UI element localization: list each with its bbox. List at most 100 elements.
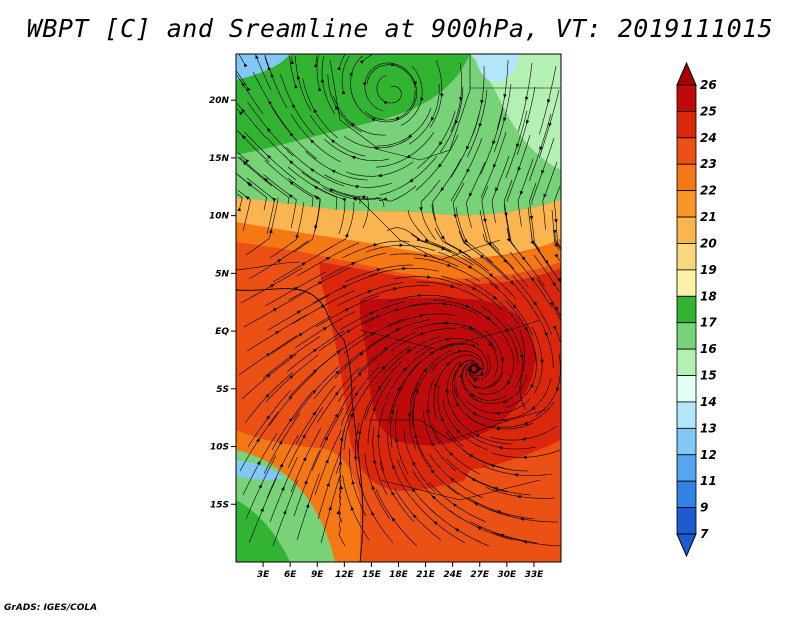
streamline-arrow (331, 169, 336, 174)
streamline-arrow (480, 99, 484, 105)
lat-tick-label: 5N (215, 269, 229, 279)
streamline-arrow (382, 197, 388, 201)
streamline-arrow (370, 332, 375, 337)
streamline (236, 74, 264, 115)
streamline-arrow (552, 325, 557, 330)
streamline-arrow (431, 495, 436, 500)
streamline-arrow (486, 316, 491, 321)
streamline-arrow (275, 330, 280, 335)
streamline-arrow (471, 343, 476, 348)
streamline-arrow (383, 100, 388, 105)
streamline-arrow (409, 178, 414, 183)
streamline-arrow (313, 63, 318, 68)
streamline (236, 70, 248, 88)
streamline-arrow (367, 289, 372, 294)
streamline-arrow (290, 60, 295, 65)
streamline-arrow (326, 482, 330, 487)
streamline-arrow (493, 487, 498, 491)
streamline (289, 55, 296, 85)
streamline-arrow (407, 349, 412, 354)
border-line-7 (379, 479, 541, 501)
streamline-arrow (241, 135, 246, 140)
field-yellow-band (236, 198, 561, 259)
streamline-arrow (423, 253, 429, 258)
streamline-arrow (341, 90, 346, 95)
lon-tick-label: 12E (335, 570, 355, 580)
streamline-arrow (353, 454, 358, 459)
streamline-arrow (445, 337, 450, 342)
lon-tick-label: 27E (470, 570, 490, 580)
colorbar-swatch (676, 216, 697, 244)
streamline-arrow (522, 540, 528, 544)
streamline-arrow (533, 301, 537, 307)
streamline-arrow (504, 212, 508, 217)
streamline-arrow (530, 277, 535, 282)
streamline-arrow (483, 218, 487, 223)
streamline-arrow (349, 412, 354, 418)
streamline-arrow (475, 434, 480, 438)
streamline-arrow (423, 368, 428, 373)
streamline-arrow (344, 232, 349, 238)
streamline-arrow (495, 411, 500, 416)
colorbar-swatch (676, 295, 697, 324)
streamline-arrow (453, 214, 457, 219)
streamline-arrow (239, 111, 243, 116)
streamline-arrow (341, 198, 347, 202)
streamline-arrow (457, 349, 462, 354)
colorbar-swatch (676, 322, 697, 350)
streamline-arrow (245, 159, 250, 164)
streamline-arrow (377, 173, 382, 178)
streamline-arrow (503, 117, 507, 122)
streamline-arrow (270, 73, 275, 78)
streamline-arrow (504, 328, 509, 333)
streamline-arrow (313, 186, 319, 190)
streamline (255, 54, 272, 91)
border-line-1 (236, 261, 301, 271)
streamline-arrow (414, 433, 418, 439)
streamline-arrow (441, 246, 446, 250)
streamline-arrow (471, 478, 476, 482)
streamline-arrow (479, 372, 484, 376)
streamline-arrow (272, 197, 277, 202)
colorbar-label: 19 (700, 263, 717, 277)
colorbar-swatch (676, 348, 697, 376)
colorbar-label: 25 (700, 104, 717, 118)
streamline-arrow (335, 105, 339, 110)
streamline-arrow (420, 97, 424, 102)
streamline-arrow (552, 229, 557, 234)
streamline (238, 54, 245, 64)
streamline-arrow (456, 429, 461, 434)
streamline-arrow (241, 82, 246, 87)
streamline (557, 257, 560, 261)
streamline-arrow (266, 353, 271, 357)
streamline-arrow (456, 401, 460, 407)
streamline (338, 479, 346, 547)
lon-tick-label: 6E (284, 570, 297, 580)
streamline-arrow (246, 181, 251, 186)
streamline-arrow (440, 187, 445, 192)
streamline-arrow (373, 146, 378, 150)
streamline-arrow (320, 78, 325, 83)
streamline-arrow (529, 215, 534, 221)
streamline-arrow (336, 350, 341, 355)
streamline-arrow (336, 510, 340, 515)
streamline-arrow (304, 479, 308, 485)
streamline-arrow (283, 509, 287, 515)
streamline (264, 56, 269, 67)
streamline-arrow (256, 460, 261, 466)
streamline-arrow (418, 293, 423, 298)
streamline-arrow (458, 363, 463, 368)
streamline-arrow (472, 412, 477, 416)
streamline-arrow (413, 81, 417, 86)
colorbar-swatch (676, 375, 697, 403)
streamline-arrow (351, 262, 356, 266)
streamline-arrow (350, 122, 355, 127)
streamline-arrow (395, 328, 401, 332)
streamline-arrow (242, 161, 247, 166)
colorbar-swatch (676, 401, 697, 429)
streamline-arrow (391, 517, 396, 522)
streamline-arrow (440, 235, 445, 240)
colorbar-label: 15 (700, 369, 717, 383)
streamline-arrow (470, 393, 475, 398)
